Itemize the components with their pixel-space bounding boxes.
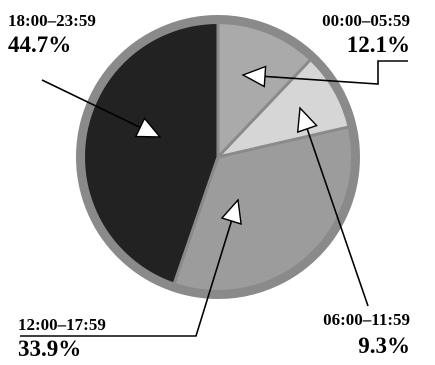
arrowhead-12:00–17:59 xyxy=(220,198,242,225)
leader-line-00:00–05:59 xyxy=(242,60,408,85)
separators-layer xyxy=(171,19,353,288)
arrowhead-00:00–05:59 xyxy=(241,65,267,88)
slice-separator-4 xyxy=(171,156,220,288)
pie-slice-18:00–23:59 xyxy=(79,19,219,288)
labels-layer: 00:00–05:59 12.1% 06:00–11:59 9.3% 12:00–17:… xyxy=(8,11,410,361)
slice-percent-label: 12.1% xyxy=(347,32,410,57)
pie-slice-00:00–05:59 xyxy=(218,19,314,157)
leader-line-06:00–11:59 xyxy=(299,107,369,307)
slice-time-label: 18:00–23:59 xyxy=(8,11,96,30)
slice-separator-2 xyxy=(216,55,315,159)
arrowhead-18:00–23:59 xyxy=(134,117,162,138)
pie-slice-12:00–17:59 xyxy=(172,126,357,296)
slice-time-label: 12:00–17:59 xyxy=(18,315,106,334)
leader-line-12:00–17:59 xyxy=(20,199,239,337)
slice-percent-label: 44.7% xyxy=(8,32,71,57)
slices-layer xyxy=(79,19,357,296)
pie-rim xyxy=(76,15,360,299)
slice-separator-3 xyxy=(217,124,353,159)
slice-percent-label: 33.9% xyxy=(18,336,81,360)
pie-slice-06:00–11:59 xyxy=(218,56,353,158)
arrowhead-06:00–11:59 xyxy=(296,106,318,134)
leaders-layer xyxy=(20,60,408,337)
slice-time-label: 00:00–05:59 xyxy=(322,11,410,30)
slice-time-label: 06:00–11:59 xyxy=(323,310,410,329)
slice-percent-label: 9.3% xyxy=(358,333,410,358)
